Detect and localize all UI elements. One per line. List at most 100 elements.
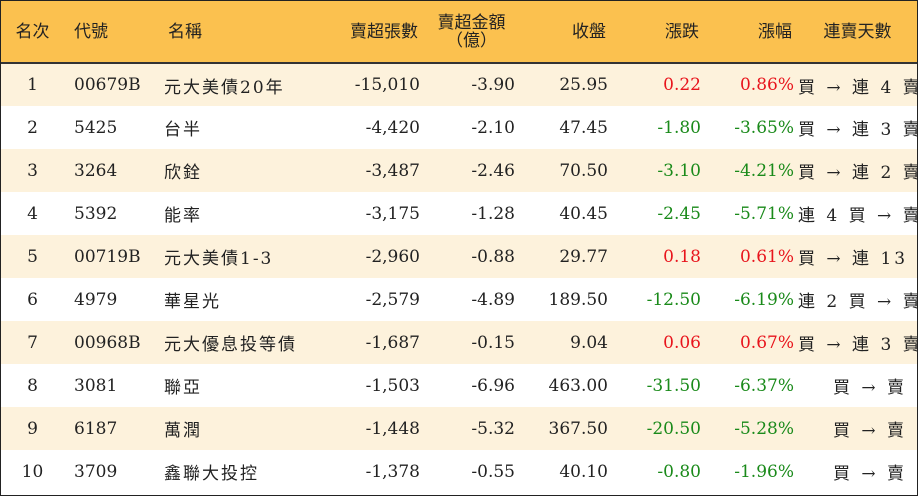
cell-change-pct: 0.61% [739,246,794,267]
cell-net-sell-amount: -2.10 [471,117,515,138]
header-row: 名次 代號 名稱 賣超張數 賣超金額 （億） 收盤 漲跌 漲幅 連賣天數 [1,1,917,63]
cell-streak: 買 → 連 3 賣 [798,321,918,364]
cell-streak-text: 買 → 連 3 賣 [798,120,918,140]
cell-streak-text: 連 2 買 → 賣 [798,292,918,312]
cell-close: 47.45 [559,117,608,138]
cell-net-sell-amount: -2.46 [471,160,515,181]
cell-net-sell-volume: -1,448 [365,418,420,439]
cell-streak: 買 → 連 4 賣 [798,63,918,106]
cell-change: -31.50 [646,375,701,396]
cell-rank: 8 [27,375,38,396]
table-row: 5 00719B 元大美債1-3 -2,960 -0.88 29.77 0.18 0.61% 買… [1,235,918,278]
cell-name-text: 元大優息投等債 [164,335,297,355]
cell-change-pct: 0.86% [739,75,794,95]
cell-rank: 1 [27,75,38,95]
cell-change-pct: -5.71% [734,203,794,224]
cell-streak: 買 → 賣 [798,407,917,450]
cell-rank: 9 [27,418,38,439]
cell-streak: 買 → 賣 [798,364,917,407]
cell-net-sell-amount: -0.55 [471,461,515,482]
cell-streak: 買 → 連 13 賣 [798,235,918,278]
cell-name: 能率 [158,192,313,235]
cell-close: 40.10 [559,461,608,482]
cell-code: 5425 [74,117,118,138]
table-row: 2 5425 台半 -4,420 -2.10 47.45 -1.80 -3.65% 買 → 連 … [1,106,918,149]
table-row: 3 3264 欣銓 -3,487 -2.46 70.50 -3.10 -4.21% 買 → 連 … [1,149,918,192]
header-streak: 連賣天數 [823,21,892,42]
cell-net-sell-amount: -1.28 [471,203,515,224]
cell-streak-text: 買 → 賣 [832,464,907,484]
cell-change: 0.18 [663,246,701,267]
cell-net-sell-volume: -4,420 [365,117,420,138]
cell-code: 5392 [74,203,118,224]
cell-change-pct: -5.28% [734,418,794,439]
cell-code: 00968B [74,332,141,353]
cell-change-pct: -6.19% [734,289,794,310]
header-net-sell-amount: 賣超金額 （億） [424,1,519,63]
cell-name-text: 華星光 [164,292,221,312]
cell-net-sell-volume: -3,487 [365,160,420,181]
cell-change: 0.06 [663,332,701,353]
cell-net-sell-amount: -0.15 [471,332,515,353]
cell-name-text: 聯亞 [164,378,202,398]
cell-net-sell-volume: -1,378 [365,461,420,482]
header-close: 收盤 [572,21,606,42]
cell-streak-text: 連 4 買 → 賣 [798,206,918,226]
cell-code: 4979 [74,289,118,310]
cell-close: 463.00 [548,375,608,396]
header-net-sell-amount-line2: （億） [446,30,497,51]
cell-streak: 買 → 賣 [798,450,917,493]
cell-name: 鑫聯大投控 [158,450,313,493]
cell-name: 欣銓 [158,149,313,192]
cell-streak: 連 4 買 → 賣 [798,192,918,235]
cell-streak-text: 買 → 連 3 賣 [798,335,918,355]
cell-name-text: 能率 [164,206,202,226]
cell-change: -2.45 [657,203,701,224]
cell-net-sell-volume: -15,010 [354,75,420,95]
cell-rank: 5 [27,246,38,267]
cell-close: 25.95 [559,75,608,95]
cell-code: 3081 [74,375,118,396]
header-net-sell-volume: 賣超張數 [350,21,418,42]
cell-code: 3709 [74,461,118,482]
cell-name-text: 台半 [164,120,202,140]
cell-name: 華星光 [158,278,313,321]
table-row: 9 6187 萬潤 -1,448 -5.32 367.50 -20.50 -5.28% 買 → … [1,407,917,450]
cell-change: -1.80 [657,117,701,138]
cell-net-sell-amount: -3.90 [471,75,515,95]
cell-net-sell-amount: -0.88 [471,246,515,267]
cell-close: 367.50 [548,418,608,439]
cell-net-sell-volume: -1,687 [365,332,420,353]
cell-rank: 4 [27,203,38,224]
cell-net-sell-amount: -6.96 [471,375,515,396]
cell-close: 9.04 [570,332,608,353]
table-row: 8 3081 聯亞 -1,503 -6.96 463.00 -31.50 -6.37% 買 → … [1,364,917,407]
cell-streak-text: 買 → 連 4 賣 [798,77,918,98]
cell-close: 70.50 [559,160,608,181]
cell-code: 00719B [74,246,141,267]
cell-close: 40.45 [559,203,608,224]
cell-change: -20.50 [646,418,701,439]
cell-name-text: 萬潤 [164,421,202,441]
cell-name-text: 元大美債1-3 [164,249,274,269]
cell-code: 3264 [74,160,118,181]
table-row: 6 4979 華星光 -2,579 -4.89 189.50 -12.50 -6.19% 連 2… [1,278,918,321]
cell-change-pct: -6.37% [734,375,794,396]
cell-streak: 買 → 連 3 賣 [798,106,918,149]
cell-streak-text: 買 → 連 13 賣 [798,249,918,269]
cell-change: -12.50 [646,289,701,310]
header-change: 漲跌 [665,21,699,42]
cell-change-pct: -3.65% [734,117,794,138]
cell-close: 29.77 [559,246,608,267]
cell-net-sell-volume: -2,960 [365,246,420,267]
cell-code: 00679B [74,75,141,95]
cell-rank: 10 [21,461,44,482]
cell-net-sell-volume: -2,579 [365,289,420,310]
cell-name: 元大優息投等債 [158,321,313,364]
cell-name: 元大美債20年 [158,63,313,106]
cell-net-sell-volume: -3,175 [365,203,420,224]
table-row: 4 5392 能率 -3,175 -1.28 40.45 -2.45 -5.71% 連 4 買 … [1,192,918,235]
header-code: 代號 [74,21,108,42]
